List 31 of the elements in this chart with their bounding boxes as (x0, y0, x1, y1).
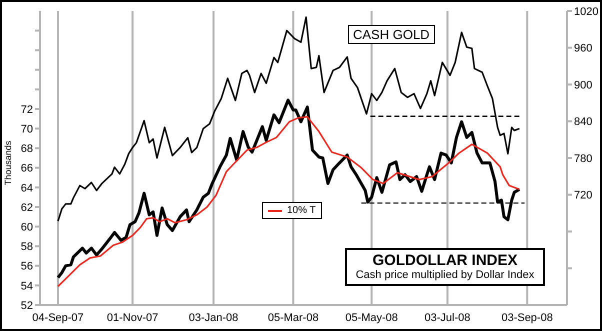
y-tick-label: 52 (20, 300, 33, 312)
y2-tick-label: 780 (574, 152, 592, 165)
y-tick-label: 62 (20, 202, 33, 214)
x-tick-label: 05-Mar-08 (268, 312, 319, 324)
y2-tick-label: 960 (574, 42, 592, 55)
y-tick-label: 70 (20, 124, 33, 136)
text: GOLDOLLAR INDEX (372, 252, 518, 269)
y-tick-label: 56 (20, 260, 33, 273)
legend-label: 10% T (287, 205, 316, 216)
y2-tick-label: 1020 (574, 6, 598, 18)
y2-tick-label: 840 (574, 116, 592, 128)
y-tick-label: 66 (20, 162, 33, 175)
y-tick-label: 64 (20, 182, 33, 194)
annotation: CASH GOLD (353, 27, 430, 42)
x-tick-label: 05-May-08 (345, 312, 398, 324)
label-box: CASH GOLD (348, 25, 435, 44)
y2-tick-label: 720 (574, 190, 592, 202)
x-tick-label: 01-Nov-07 (106, 312, 158, 324)
y-tick-label: 68 (20, 143, 33, 156)
text: Cash price multiplied by Dollar Index (356, 269, 534, 281)
y2-tick-label: 900 (574, 79, 592, 92)
y-tick-label: 60 (20, 222, 33, 234)
x-tick-label: 04-Sep-07 (32, 312, 84, 324)
y-tick-label: 58 (20, 241, 33, 254)
x-tick-label: 03-Jan-08 (188, 312, 238, 324)
y-axis-title: Thousands (3, 140, 13, 186)
x-tick-label: 03-Jul-08 (424, 312, 470, 324)
line-series (57, 16, 520, 222)
y-tick-label: 72 (20, 104, 33, 116)
x-tick-label: 03-Sep-08 (501, 312, 553, 324)
y-tick-label: 54 (20, 280, 33, 292)
